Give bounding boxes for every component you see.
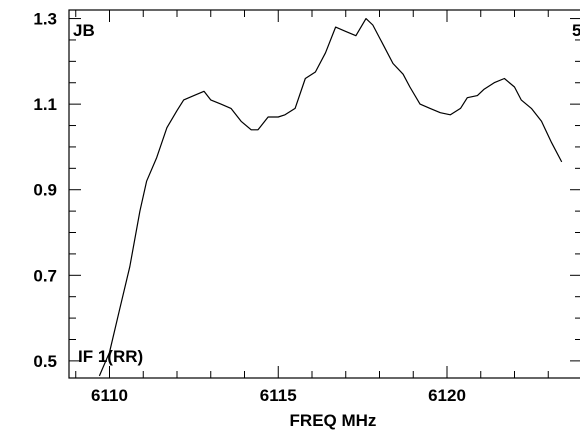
- x-axis-title: FREQ MHz: [290, 411, 377, 430]
- y-tick-label: 0.5: [33, 352, 57, 371]
- y-tick-label: 1.3: [33, 10, 57, 29]
- x-tick-label: 6115: [260, 386, 297, 405]
- y-tick-label: 1.1: [33, 95, 57, 114]
- series-line: [98, 18, 563, 377]
- annotation-label: JB: [73, 21, 95, 40]
- annotation-label: 5: [572, 21, 580, 40]
- x-tick-label: 6120: [428, 386, 466, 405]
- plot-frame: [68, 9, 580, 379]
- annotation-label: IF 1(RR): [78, 347, 143, 366]
- y-tick-label: 0.7: [33, 266, 57, 285]
- x-tick-label: 6110: [91, 386, 128, 405]
- y-tick-label: 0.9: [33, 181, 57, 200]
